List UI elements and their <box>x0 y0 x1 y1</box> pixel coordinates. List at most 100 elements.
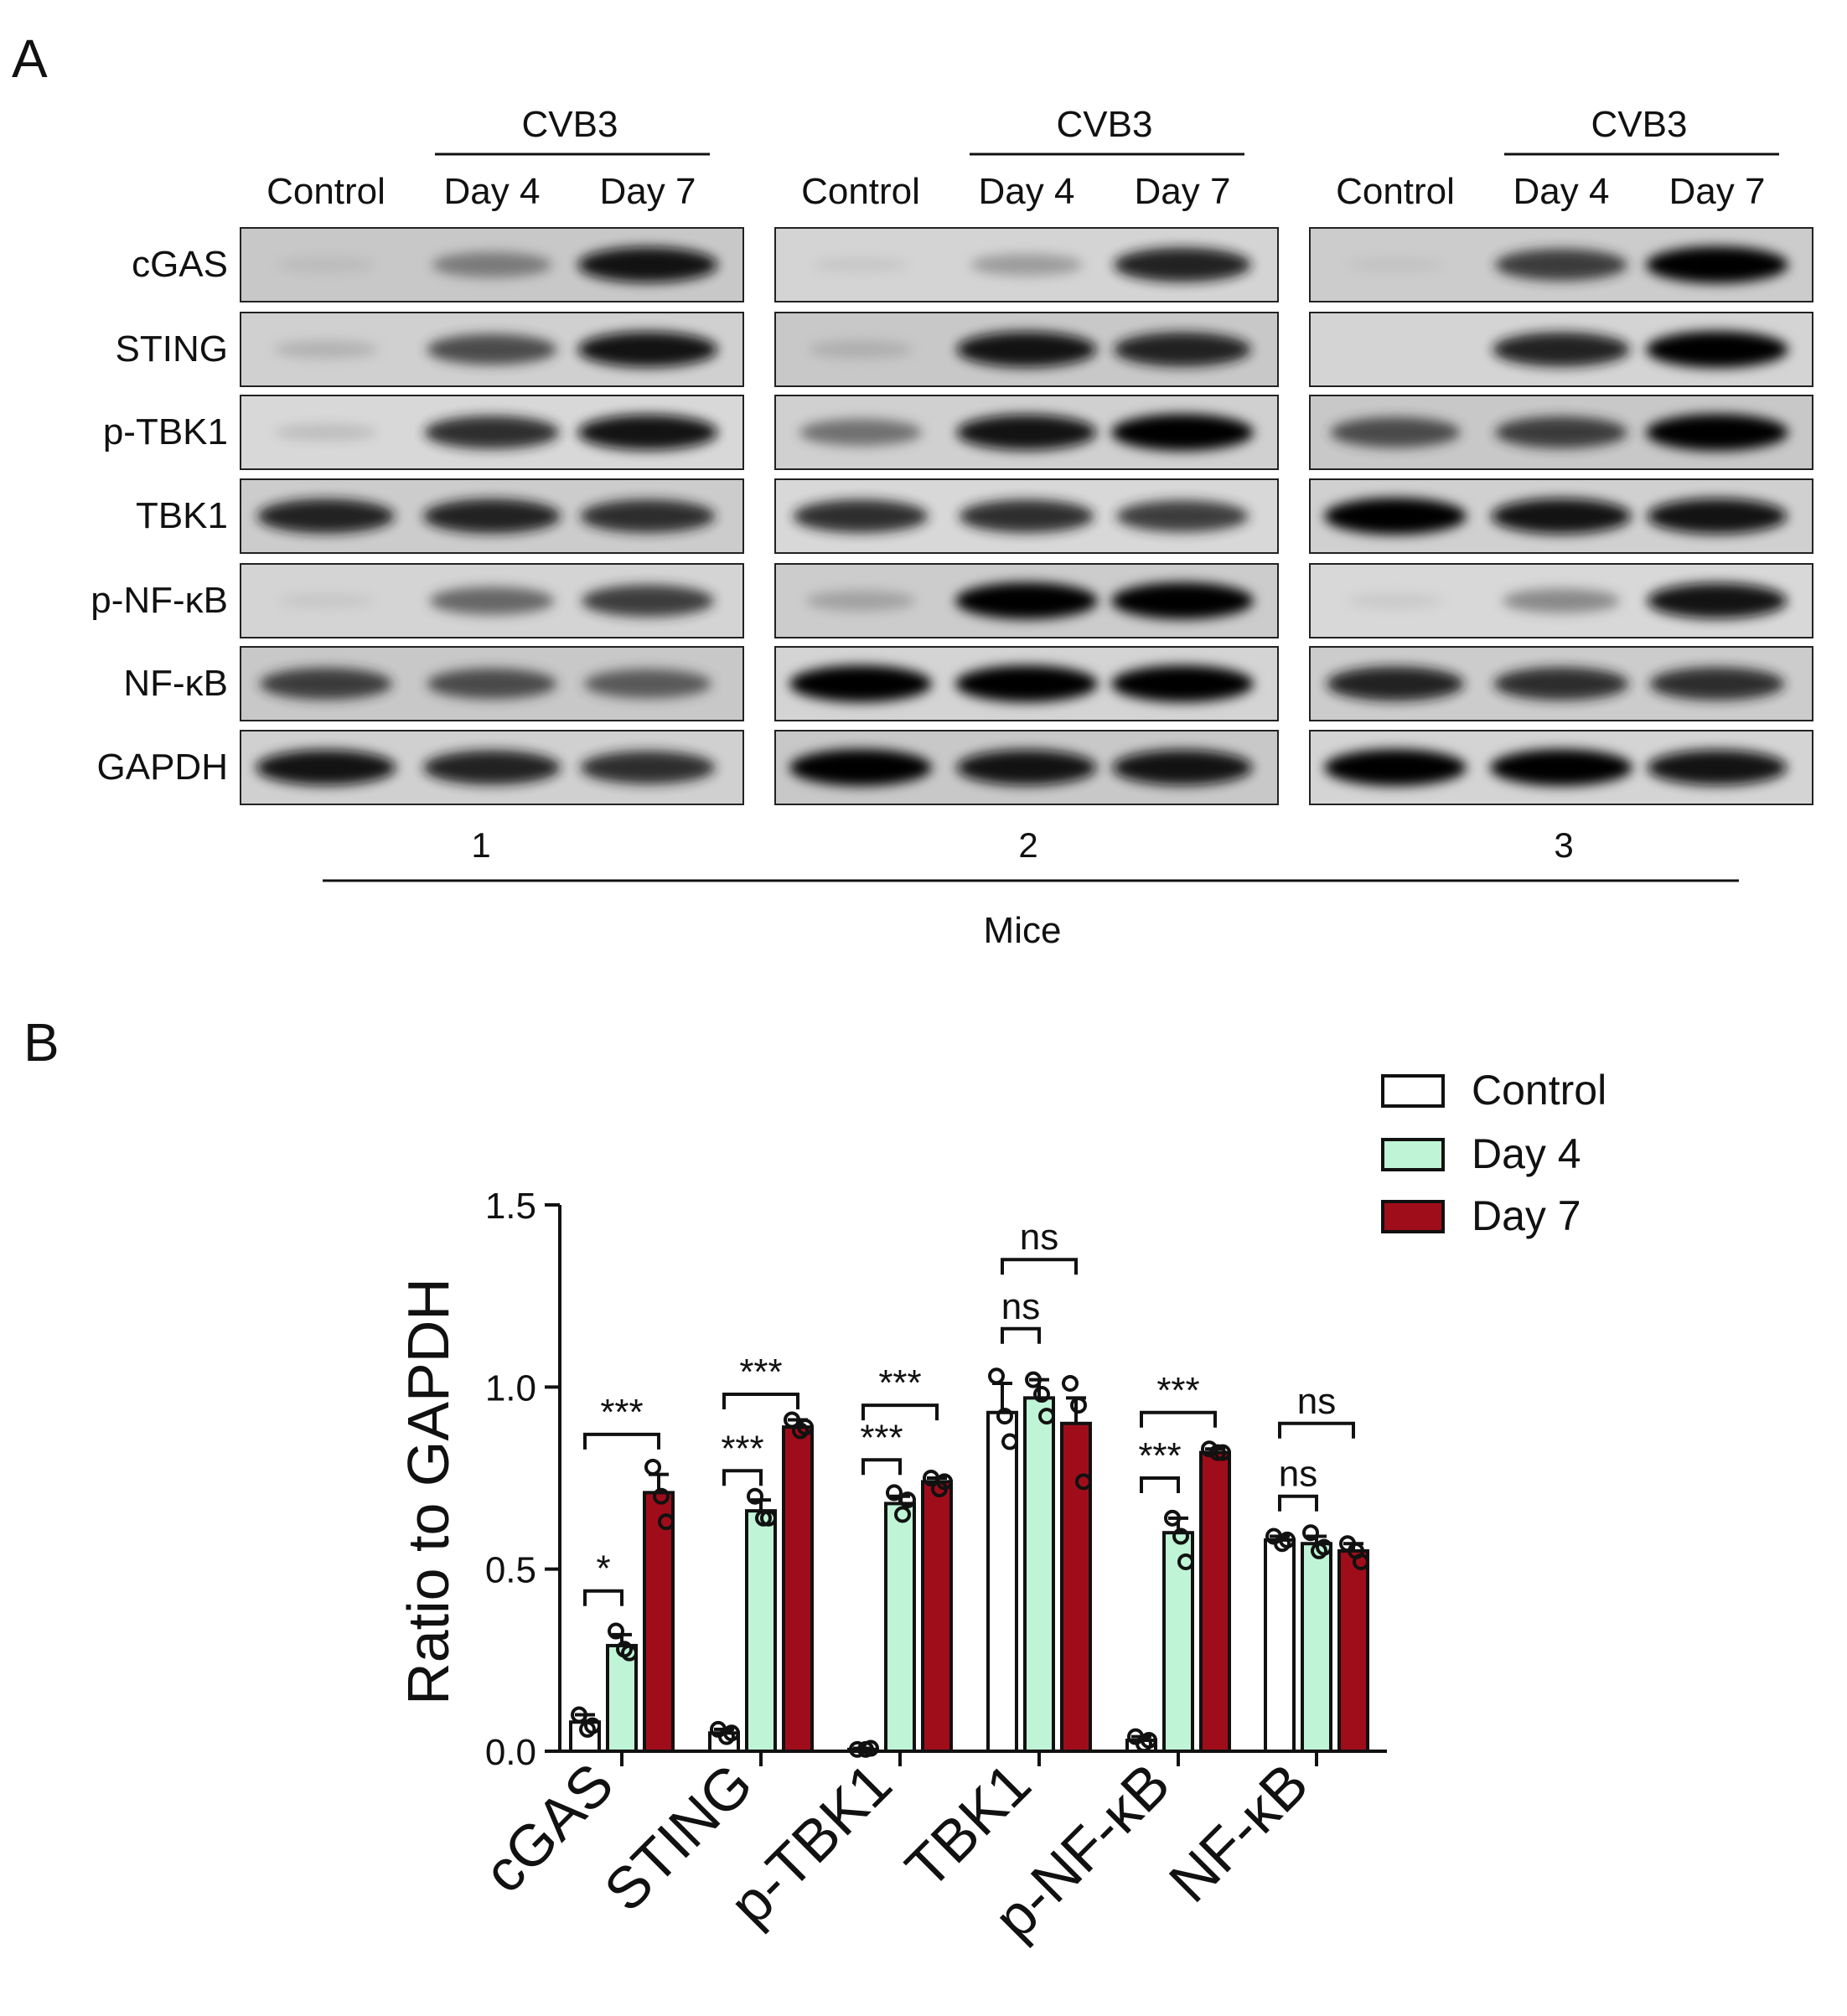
blot-strip <box>240 395 744 470</box>
protein-band <box>1327 666 1464 701</box>
significance-bracket <box>722 1393 799 1410</box>
data-point <box>1177 1553 1194 1570</box>
protein-band <box>1646 331 1788 368</box>
protein-band <box>1647 498 1788 535</box>
data-point <box>886 1484 903 1502</box>
y-tick-label: 1.0 <box>485 1367 536 1409</box>
protein-band <box>955 665 1098 702</box>
y-tick-label: 0.5 <box>485 1550 536 1591</box>
mice-axis-label: Mice <box>984 910 1062 951</box>
protein-band <box>256 749 396 786</box>
lane-label: Control <box>801 171 920 212</box>
protein-band <box>1649 667 1785 700</box>
data-point <box>862 1739 879 1757</box>
significance-bracket <box>861 1403 939 1421</box>
protein-band <box>423 750 561 785</box>
protein-band <box>1647 749 1788 786</box>
protein-band <box>1646 246 1788 283</box>
panel-a-label: A <box>12 28 48 89</box>
data-point <box>996 1408 1013 1425</box>
protein-band <box>1347 257 1444 272</box>
data-point <box>1353 1553 1369 1570</box>
data-point <box>1279 1531 1296 1548</box>
protein-band <box>1111 665 1254 702</box>
significance-bracket <box>583 1589 623 1606</box>
protein-band <box>276 256 376 273</box>
blot-strip <box>774 312 1279 387</box>
blot-strip <box>774 730 1279 805</box>
blot-strip <box>774 227 1279 302</box>
y-axis: 0.0 0.5 1.0 1.5 <box>485 1186 561 1773</box>
protein-band <box>1111 582 1254 619</box>
data-point <box>936 1473 953 1491</box>
protein-band <box>1324 498 1467 535</box>
bar <box>1023 1396 1055 1753</box>
protein-band <box>789 749 932 786</box>
data-point <box>571 1706 587 1724</box>
protein-band <box>1114 332 1251 367</box>
protein-band <box>1493 332 1630 367</box>
data-point <box>1302 1524 1319 1542</box>
significance-label: *** <box>739 1352 782 1393</box>
protein-band <box>1347 593 1444 608</box>
protein-band <box>582 585 714 617</box>
protein-band <box>793 499 929 533</box>
legend-swatch <box>1381 1074 1445 1108</box>
protein-band <box>584 669 711 699</box>
blot-strip <box>240 312 744 387</box>
blot-strip <box>240 227 744 302</box>
y-tick-label: 1.5 <box>485 1186 536 1227</box>
blot-strip <box>1309 312 1813 387</box>
legend-label: Day 4 <box>1472 1130 1581 1177</box>
protein-label: TBK1 <box>136 495 228 536</box>
data-point <box>894 1506 911 1523</box>
bar <box>606 1643 638 1753</box>
bars <box>569 1367 1369 1758</box>
panel-b-bar-chart: B Ratio to GAPDH 0.0 0.5 1.0 1.5 cGASSTINGp… <box>23 1012 1606 1951</box>
bar <box>1264 1538 1296 1753</box>
data-point <box>1033 1386 1050 1403</box>
protein-label: cGAS <box>132 244 228 285</box>
lane-label: Control <box>266 171 385 212</box>
legend-label: Day 7 <box>1472 1192 1581 1239</box>
significance-label: *** <box>860 1417 903 1458</box>
legend-label: Control <box>1472 1067 1606 1114</box>
blot-strip <box>240 646 744 721</box>
blot-strip <box>1309 730 1813 805</box>
significance-label: ns <box>1001 1286 1040 1327</box>
protein-label: GAPDH <box>97 747 228 788</box>
protein-band <box>1114 247 1251 282</box>
lane-label: Day 7 <box>1669 171 1766 212</box>
bar <box>1199 1450 1231 1754</box>
protein-label: STING <box>116 328 228 370</box>
data-point <box>653 1487 670 1505</box>
protein-band <box>260 668 392 700</box>
blot-strip <box>1309 227 1813 302</box>
significance-bracket <box>1278 1421 1355 1439</box>
legend: Control Day 4 Day 7 <box>1381 1067 1606 1239</box>
protein-label: p-NF-κB <box>91 580 228 621</box>
data-point <box>1316 1538 1332 1556</box>
cvb3-header: CVB3 <box>1591 104 1688 145</box>
bar <box>986 1410 1018 1753</box>
protein-band <box>273 340 379 359</box>
protein-band <box>1491 498 1632 535</box>
significance-bracket <box>1001 1326 1041 1344</box>
protein-band <box>277 593 375 608</box>
y-tick-label: 0.0 <box>485 1732 536 1773</box>
data-point <box>723 1724 740 1742</box>
data-point <box>658 1513 675 1531</box>
blot-strip <box>774 563 1279 638</box>
protein-band <box>580 499 716 533</box>
protein-band <box>1493 667 1629 700</box>
data-point <box>747 1487 763 1505</box>
legend-swatch <box>1381 1200 1445 1233</box>
legend-item: Day 7 <box>1381 1192 1581 1239</box>
protein-band <box>427 333 557 365</box>
protein-band <box>577 246 718 283</box>
significance-label: ns <box>1020 1217 1058 1258</box>
mice-axis: Mice <box>323 879 1739 951</box>
data-point <box>621 1644 638 1662</box>
